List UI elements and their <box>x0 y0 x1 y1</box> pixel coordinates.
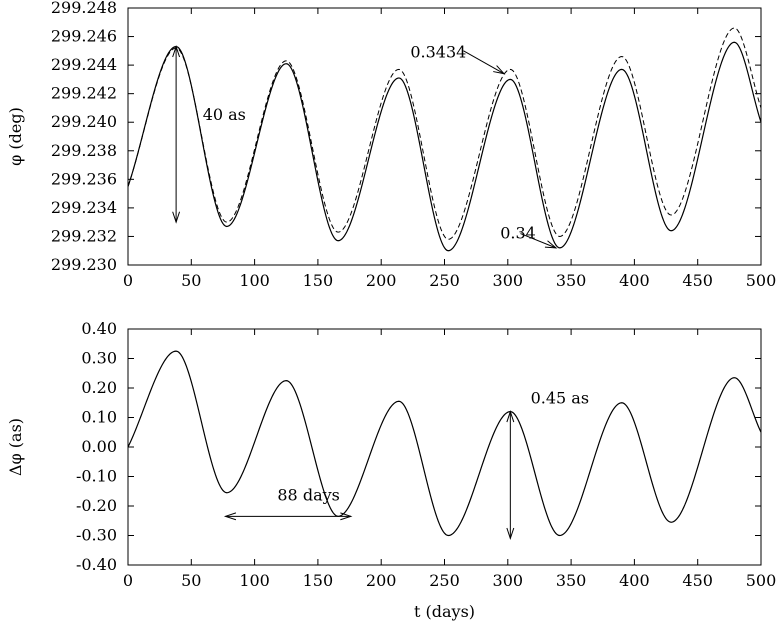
y-tick-label: -0.30 <box>76 526 117 545</box>
x-tick-label: 150 <box>303 571 334 590</box>
y-tick-label: 299.244 <box>51 55 117 74</box>
arrowhead <box>544 240 558 249</box>
x-tick-label: 150 <box>303 271 334 290</box>
y-tick-label: 299.238 <box>51 141 117 160</box>
arrowhead <box>340 512 353 521</box>
y-axis-label: Δφ (as) <box>6 418 25 476</box>
y-tick-label: 0.00 <box>81 437 117 456</box>
x-tick-label: 350 <box>556 271 587 290</box>
y-tick-label: 299.240 <box>51 112 117 131</box>
y-axis-label: φ (deg) <box>6 107 25 166</box>
y-tick-label: 299.232 <box>51 226 117 245</box>
x-tick-label: 50 <box>181 271 201 290</box>
arrowhead <box>172 211 181 224</box>
x-tick-label: 250 <box>429 271 460 290</box>
y-tick-label: -0.20 <box>76 496 117 515</box>
y-tick-label: 299.246 <box>51 27 117 46</box>
y-tick-label: 299.230 <box>51 255 117 274</box>
annotation-label: 88 days <box>277 486 339 505</box>
annotation-arrow <box>520 233 557 249</box>
x-tick-label: 400 <box>619 571 650 590</box>
plot-frame <box>127 328 762 566</box>
top-panel: 0 50 100 150 200 250 300 350 400 450 500 299.230 299… <box>6 0 776 290</box>
y-tick-label: 0.40 <box>81 319 117 338</box>
y-tick-label: -0.40 <box>76 555 117 574</box>
annotation-label: 0.3434 <box>410 42 466 61</box>
arrowhead <box>223 512 237 521</box>
y-tick-label: 299.242 <box>51 84 117 103</box>
y-tick-label: -0.10 <box>76 467 117 486</box>
x-tick-label: 350 <box>556 571 587 590</box>
annotation-arrow <box>463 50 505 75</box>
annotation-label: 40 as <box>203 105 246 124</box>
arrowhead <box>172 44 181 58</box>
y-tick-label: 299.248 <box>51 0 117 17</box>
x-tick-label: 0 <box>123 571 133 590</box>
arrowhead <box>506 410 515 423</box>
x-tick-label: 200 <box>366 571 397 590</box>
bottom-panel: 0 50 100 150 200 250 300 350 400 450 500 -0.40 -0.30… <box>6 319 776 621</box>
annotation-label: 0.34 <box>500 224 536 243</box>
x-tick-label: 300 <box>493 271 524 290</box>
x-tick-label: 100 <box>239 571 270 590</box>
series-line-solid <box>127 350 762 537</box>
series-line-dashed <box>127 27 762 240</box>
x-tick-label: 100 <box>239 271 270 290</box>
arrowhead <box>506 527 515 541</box>
x-axis-label: t (days) <box>414 602 475 621</box>
y-tick-label: 299.236 <box>51 169 117 188</box>
x-tick-label: 400 <box>619 271 650 290</box>
x-tick-label: 450 <box>682 271 713 290</box>
x-tick-label: 250 <box>429 571 460 590</box>
x-tick-label: 300 <box>493 571 524 590</box>
y-tick-label: 0.20 <box>81 378 117 397</box>
x-tick-label: 500 <box>746 571 777 590</box>
annotation-label: 0.45 as <box>531 388 589 407</box>
x-tick-label: 200 <box>366 271 397 290</box>
x-tick-label: 0 <box>123 271 133 290</box>
arrowhead <box>493 65 506 75</box>
x-tick-label: 500 <box>746 271 777 290</box>
x-tick-label: 50 <box>181 571 201 590</box>
series-line-solid <box>127 41 762 252</box>
y-tick-label: 0.10 <box>81 408 117 427</box>
y-tick-label: 299.234 <box>51 198 117 217</box>
y-tick-label: 0.30 <box>81 349 117 368</box>
x-tick-label: 450 <box>682 571 713 590</box>
